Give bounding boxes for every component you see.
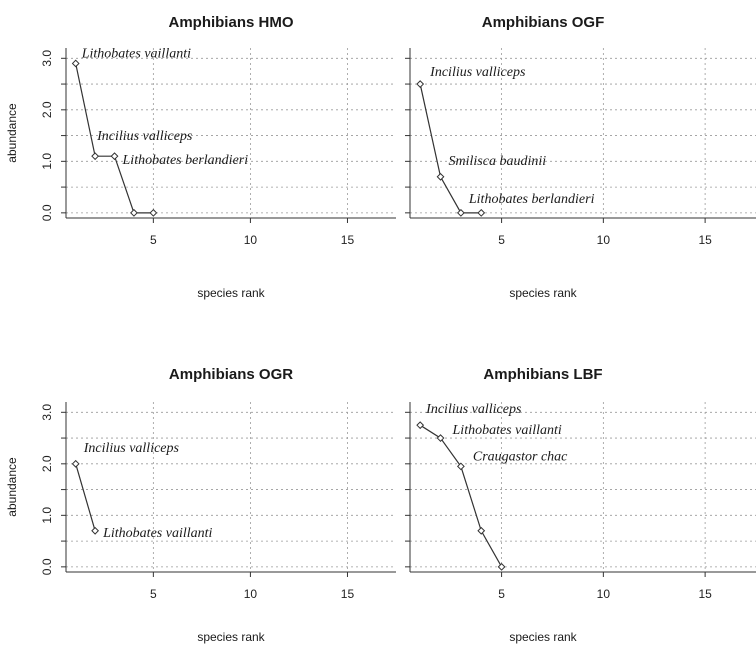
- y-axis-label: abundance: [5, 103, 19, 163]
- chart-panel-3: Amphibians OGR 5 10 15 0.0 1.0 2.0 3.0 abundance…: [5, 366, 396, 644]
- x-axis-label: species rank: [197, 286, 265, 300]
- data-point: [477, 208, 486, 217]
- y-tick-label: 0.0: [40, 204, 54, 221]
- chart-title: Amphibians LBF: [483, 366, 602, 383]
- x-tick-label: 10: [597, 233, 611, 247]
- data-point: [91, 526, 100, 535]
- data-point: [416, 421, 425, 430]
- series-line: [75, 463, 96, 531]
- y-tick-label: 2.0: [40, 455, 54, 472]
- data-point: [477, 526, 486, 535]
- chart-panel-2: Amphibians OGF 5 10 15 species rank Incilius …: [405, 14, 756, 300]
- data-point: [130, 208, 138, 217]
- x-axis-label: species rank: [509, 286, 577, 300]
- data-point: [149, 208, 158, 217]
- chart-panel-4: Amphibians LBF 5 10 15 species rank Incilius …: [405, 366, 756, 644]
- species-annotation: Lithobates berlandieri: [122, 153, 249, 168]
- species-annotation: Lithobates vaillanti: [452, 423, 562, 438]
- data-point: [110, 152, 119, 161]
- species-annotation: Lithobates vaillanti: [102, 526, 212, 541]
- data-point: [71, 459, 80, 468]
- species-annotation: Lithobates berlandieri: [468, 192, 595, 207]
- y-tick-label: 0.0: [40, 558, 54, 575]
- x-axis-label: species rank: [197, 630, 265, 644]
- x-tick-label: 5: [150, 587, 157, 601]
- x-tick-label: 10: [597, 587, 611, 601]
- species-annotation: Lithobates vaillanti: [81, 46, 191, 61]
- chart-title: Amphibians HMO: [168, 14, 293, 31]
- chart-title: Amphibians OGR: [169, 366, 293, 383]
- data-point: [456, 462, 465, 471]
- x-tick-label: 15: [698, 233, 712, 247]
- x-tick-label: 15: [341, 587, 355, 601]
- series-line: [419, 424, 503, 568]
- species-annotation: Craugastor chac: [473, 449, 568, 464]
- data-point: [436, 172, 445, 181]
- species-annotation: Incilius valliceps: [83, 441, 180, 456]
- x-axis-label: species rank: [509, 630, 577, 644]
- y-axis-label: abundance: [5, 457, 19, 517]
- x-tick-label: 10: [244, 233, 258, 247]
- x-tick-label: 5: [498, 233, 505, 247]
- data-point: [456, 208, 465, 217]
- data-point: [436, 434, 445, 442]
- x-tick-label: 10: [244, 587, 258, 601]
- data-point: [91, 152, 100, 161]
- data-point: [416, 80, 425, 88]
- y-tick-label: 3.0: [40, 404, 54, 421]
- y-tick-label: 2.0: [40, 101, 54, 118]
- data-point: [71, 59, 80, 68]
- species-annotation: Incilius valliceps: [96, 129, 193, 144]
- x-tick-label: 5: [150, 233, 157, 247]
- x-tick-label: 5: [498, 587, 505, 601]
- y-tick-label: 1.0: [40, 153, 54, 170]
- data-point: [497, 562, 506, 571]
- series-line: [419, 83, 482, 214]
- species-annotation: Smilisca baudinii: [449, 154, 547, 169]
- chart-panel-1: Amphibians HMO 5 10 15 0.0 1.0 2.0 3.0 abundance…: [5, 14, 396, 300]
- chart-title: Amphibians OGF: [482, 14, 605, 31]
- y-tick-label: 3.0: [40, 50, 54, 67]
- y-tick-label: 1.0: [40, 507, 54, 524]
- species-annotation: Incilius valliceps: [429, 65, 526, 80]
- x-tick-label: 15: [341, 233, 355, 247]
- x-tick-label: 15: [698, 587, 712, 601]
- species-annotation: Incilius valliceps: [425, 402, 522, 417]
